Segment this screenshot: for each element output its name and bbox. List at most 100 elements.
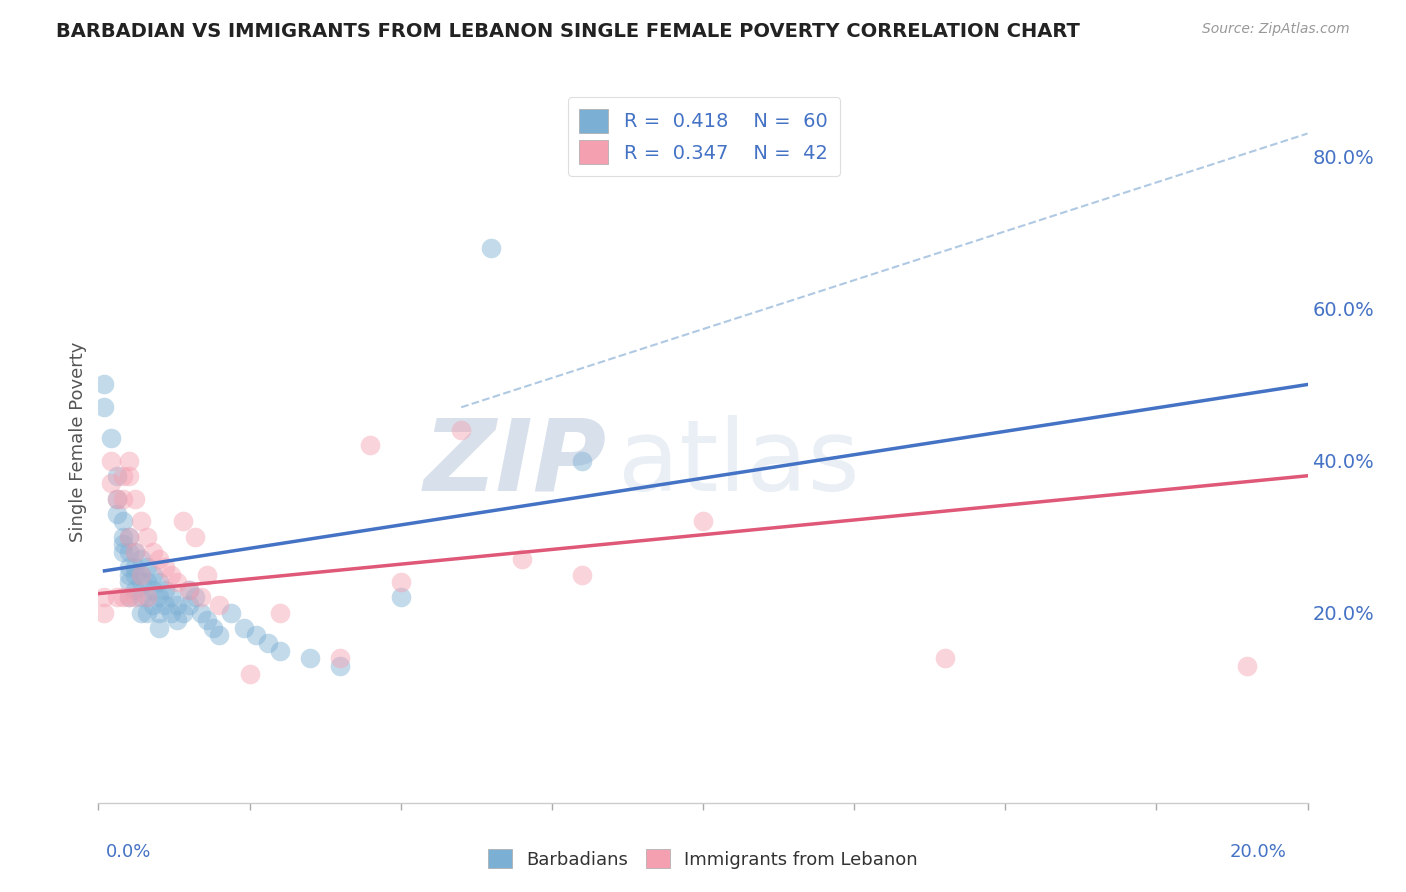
Point <box>148 552 170 566</box>
Point <box>118 591 141 605</box>
Point <box>100 453 122 467</box>
Point <box>135 530 157 544</box>
Point <box>450 423 472 437</box>
Point <box>195 613 218 627</box>
Point <box>111 491 134 506</box>
Point <box>179 598 201 612</box>
Point <box>124 591 146 605</box>
Point <box>105 468 128 483</box>
Point <box>105 591 128 605</box>
Point <box>129 567 152 582</box>
Point <box>153 598 176 612</box>
Text: Source: ZipAtlas.com: Source: ZipAtlas.com <box>1202 22 1350 37</box>
Point <box>190 591 212 605</box>
Point <box>135 575 157 590</box>
Point <box>184 591 207 605</box>
Point <box>142 598 165 612</box>
Point <box>124 567 146 582</box>
Point <box>208 598 231 612</box>
Point <box>129 591 152 605</box>
Point <box>100 476 122 491</box>
Point <box>172 606 194 620</box>
Point <box>148 575 170 590</box>
Text: atlas: atlas <box>619 415 860 512</box>
Point <box>208 628 231 642</box>
Point <box>299 651 322 665</box>
Point <box>172 515 194 529</box>
Legend: Barbadians, Immigrants from Lebanon: Barbadians, Immigrants from Lebanon <box>481 841 925 876</box>
Point <box>692 515 714 529</box>
Point <box>129 515 152 529</box>
Point <box>100 431 122 445</box>
Point <box>571 567 593 582</box>
Point <box>111 537 134 551</box>
Point <box>142 545 165 559</box>
Point <box>118 545 141 559</box>
Point <box>111 468 134 483</box>
Point <box>135 591 157 605</box>
Point <box>118 575 141 590</box>
Point <box>179 582 201 597</box>
Point <box>195 567 218 582</box>
Point <box>129 606 152 620</box>
Point <box>510 552 533 566</box>
Point <box>153 560 176 574</box>
Point <box>118 530 141 544</box>
Point <box>190 606 212 620</box>
Point <box>93 606 115 620</box>
Point <box>934 651 956 665</box>
Point <box>124 560 146 574</box>
Y-axis label: Single Female Poverty: Single Female Poverty <box>69 342 87 541</box>
Point <box>329 659 352 673</box>
Point <box>105 507 128 521</box>
Point <box>118 453 141 467</box>
Point <box>256 636 278 650</box>
Point <box>118 567 141 582</box>
Point <box>245 628 267 642</box>
Point <box>135 591 157 605</box>
Point <box>111 515 134 529</box>
Point <box>389 575 412 590</box>
Point <box>105 491 128 506</box>
Point <box>571 453 593 467</box>
Point <box>135 560 157 574</box>
Point <box>232 621 254 635</box>
Point <box>111 530 134 544</box>
Point <box>1236 659 1258 673</box>
Point <box>118 560 141 574</box>
Point <box>142 567 165 582</box>
Point <box>160 606 183 620</box>
Point <box>129 552 152 566</box>
Point <box>111 591 134 605</box>
Point <box>148 591 170 605</box>
Point <box>118 468 141 483</box>
Point <box>148 621 170 635</box>
Text: ZIP: ZIP <box>423 415 606 512</box>
Point <box>202 621 225 635</box>
Point <box>184 530 207 544</box>
Point <box>129 575 152 590</box>
Point <box>118 591 141 605</box>
Point <box>166 575 188 590</box>
Point <box>124 545 146 559</box>
Point <box>269 643 291 657</box>
Point <box>93 591 115 605</box>
Point <box>239 666 262 681</box>
Text: 20.0%: 20.0% <box>1230 843 1286 861</box>
Point <box>118 530 141 544</box>
Point <box>160 567 183 582</box>
Point <box>129 567 152 582</box>
Point <box>329 651 352 665</box>
Point <box>360 438 382 452</box>
Point <box>389 591 412 605</box>
Point <box>179 582 201 597</box>
Point <box>269 606 291 620</box>
Point <box>221 606 243 620</box>
Point <box>135 606 157 620</box>
Point <box>124 545 146 559</box>
Legend: R =  0.418    N =  60, R =  0.347    N =  42: R = 0.418 N = 60, R = 0.347 N = 42 <box>568 97 839 176</box>
Point <box>142 582 165 597</box>
Point <box>148 606 170 620</box>
Point <box>153 582 176 597</box>
Point <box>105 491 128 506</box>
